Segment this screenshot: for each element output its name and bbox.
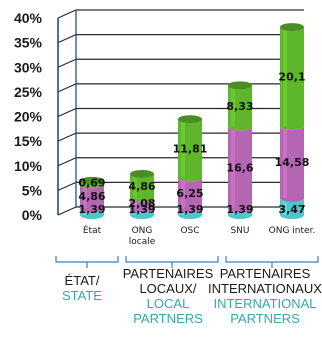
gridline-diagonal xyxy=(57,206,77,216)
data-label: 1,39 xyxy=(78,203,105,216)
gridline-diagonal xyxy=(57,132,77,142)
gridline-diagonal xyxy=(57,34,77,44)
bar-highlight xyxy=(231,208,235,215)
bar-top-cap xyxy=(178,115,202,124)
gridline-diagonal xyxy=(57,107,77,118)
x-category-label: ONG inter. xyxy=(269,226,316,236)
data-label: 4,86 xyxy=(128,180,155,193)
gridline-diagonal xyxy=(57,83,77,93)
bar-top-cap xyxy=(130,169,154,178)
data-label: 3,47 xyxy=(278,203,305,216)
bar-highlight xyxy=(181,208,185,215)
data-label: 20,1 xyxy=(278,71,305,84)
bar-top-cap xyxy=(280,23,304,32)
bars: 1,394,860,691,392,084,861,396,2511,811,3… xyxy=(78,23,309,219)
bar-segment xyxy=(80,208,104,219)
y-tick-label: 5% xyxy=(22,182,43,198)
bar-highlight xyxy=(181,119,185,178)
bracket-local xyxy=(125,256,219,268)
gridline-diagonal xyxy=(57,58,77,68)
bar-highlight xyxy=(283,126,287,198)
bar-highlight xyxy=(83,184,87,209)
x-category-label: ONG xyxy=(132,226,153,236)
bar-highlight xyxy=(231,126,235,209)
group-label-state-fr: ÉTAT/ xyxy=(64,273,100,288)
gridline-diagonal xyxy=(57,9,77,19)
group-label-local-en: LOCAL PARTNERS xyxy=(133,296,203,326)
gridline-diagonal xyxy=(57,157,77,167)
y-tick-label: 35% xyxy=(14,35,43,51)
data-label: 1,39 xyxy=(226,203,253,216)
group-label-local-fr: PARTENAIRES LOCAUX/ xyxy=(122,266,214,296)
bar-segment xyxy=(178,208,202,219)
data-label: 6,25 xyxy=(176,187,203,200)
group-label-state-en: STATE xyxy=(62,288,102,303)
bracket-state xyxy=(55,256,119,268)
bar-highlight xyxy=(283,27,287,127)
y-axis-ticks: 0% 5% 10% 15% 20% 25% 30% 35% 40% xyxy=(14,10,43,223)
bar-highlight xyxy=(133,208,137,215)
bar-top-cap xyxy=(80,176,104,185)
group-brackets xyxy=(55,256,319,268)
data-label: 2,08 xyxy=(128,197,155,210)
data-label: 0,69 xyxy=(78,177,105,190)
y-tick-label: 10% xyxy=(14,158,43,174)
data-label: 16,6 xyxy=(226,161,253,174)
y-tick-label: 25% xyxy=(14,84,43,100)
group-label-local: PARTENAIRES LOCAUX/ LOCAL PARTNERS xyxy=(118,266,218,326)
data-label: 4,86 xyxy=(78,190,105,203)
x-category-label: locale xyxy=(129,237,156,247)
bar-highlight xyxy=(231,85,235,127)
bracket-international xyxy=(225,256,319,268)
data-label: 1,39 xyxy=(128,203,155,216)
bar-highlight xyxy=(133,197,137,209)
y-tick-label: 20% xyxy=(14,109,43,125)
data-label: 14,58 xyxy=(275,156,310,169)
y-tick-label: 0% xyxy=(22,207,43,223)
group-label-state: ÉTAT/STATE xyxy=(42,273,122,303)
y-tick-label: 15% xyxy=(14,133,43,149)
x-category-label: État xyxy=(83,224,102,236)
gridline-diagonal xyxy=(57,181,77,191)
x-category-label: SNU xyxy=(230,226,249,236)
data-label: 1,39 xyxy=(176,203,203,216)
x-category-label: OSC xyxy=(180,226,199,236)
group-label-international: PARTENAIRES INTERNATIONAUX/ INTERNATIONA… xyxy=(208,266,322,326)
y-tick-label: 30% xyxy=(14,59,43,75)
data-label: 8,33 xyxy=(226,100,253,113)
bar-highlight xyxy=(283,197,287,215)
group-label-international-en: INTERNATIONAL PARTNERS xyxy=(213,296,317,326)
bar-highlight xyxy=(133,173,137,198)
y-tick-label: 40% xyxy=(14,10,43,26)
bar-segment xyxy=(228,208,252,219)
bar-segment xyxy=(130,208,154,219)
data-label: 11,81 xyxy=(173,142,208,155)
group-label-international-fr: PARTENAIRES INTERNATIONAUX/ xyxy=(208,266,322,296)
bar-segment xyxy=(80,180,104,189)
bar-top-cap xyxy=(228,81,252,90)
bar-highlight xyxy=(83,208,87,215)
bar-highlight xyxy=(181,177,185,209)
